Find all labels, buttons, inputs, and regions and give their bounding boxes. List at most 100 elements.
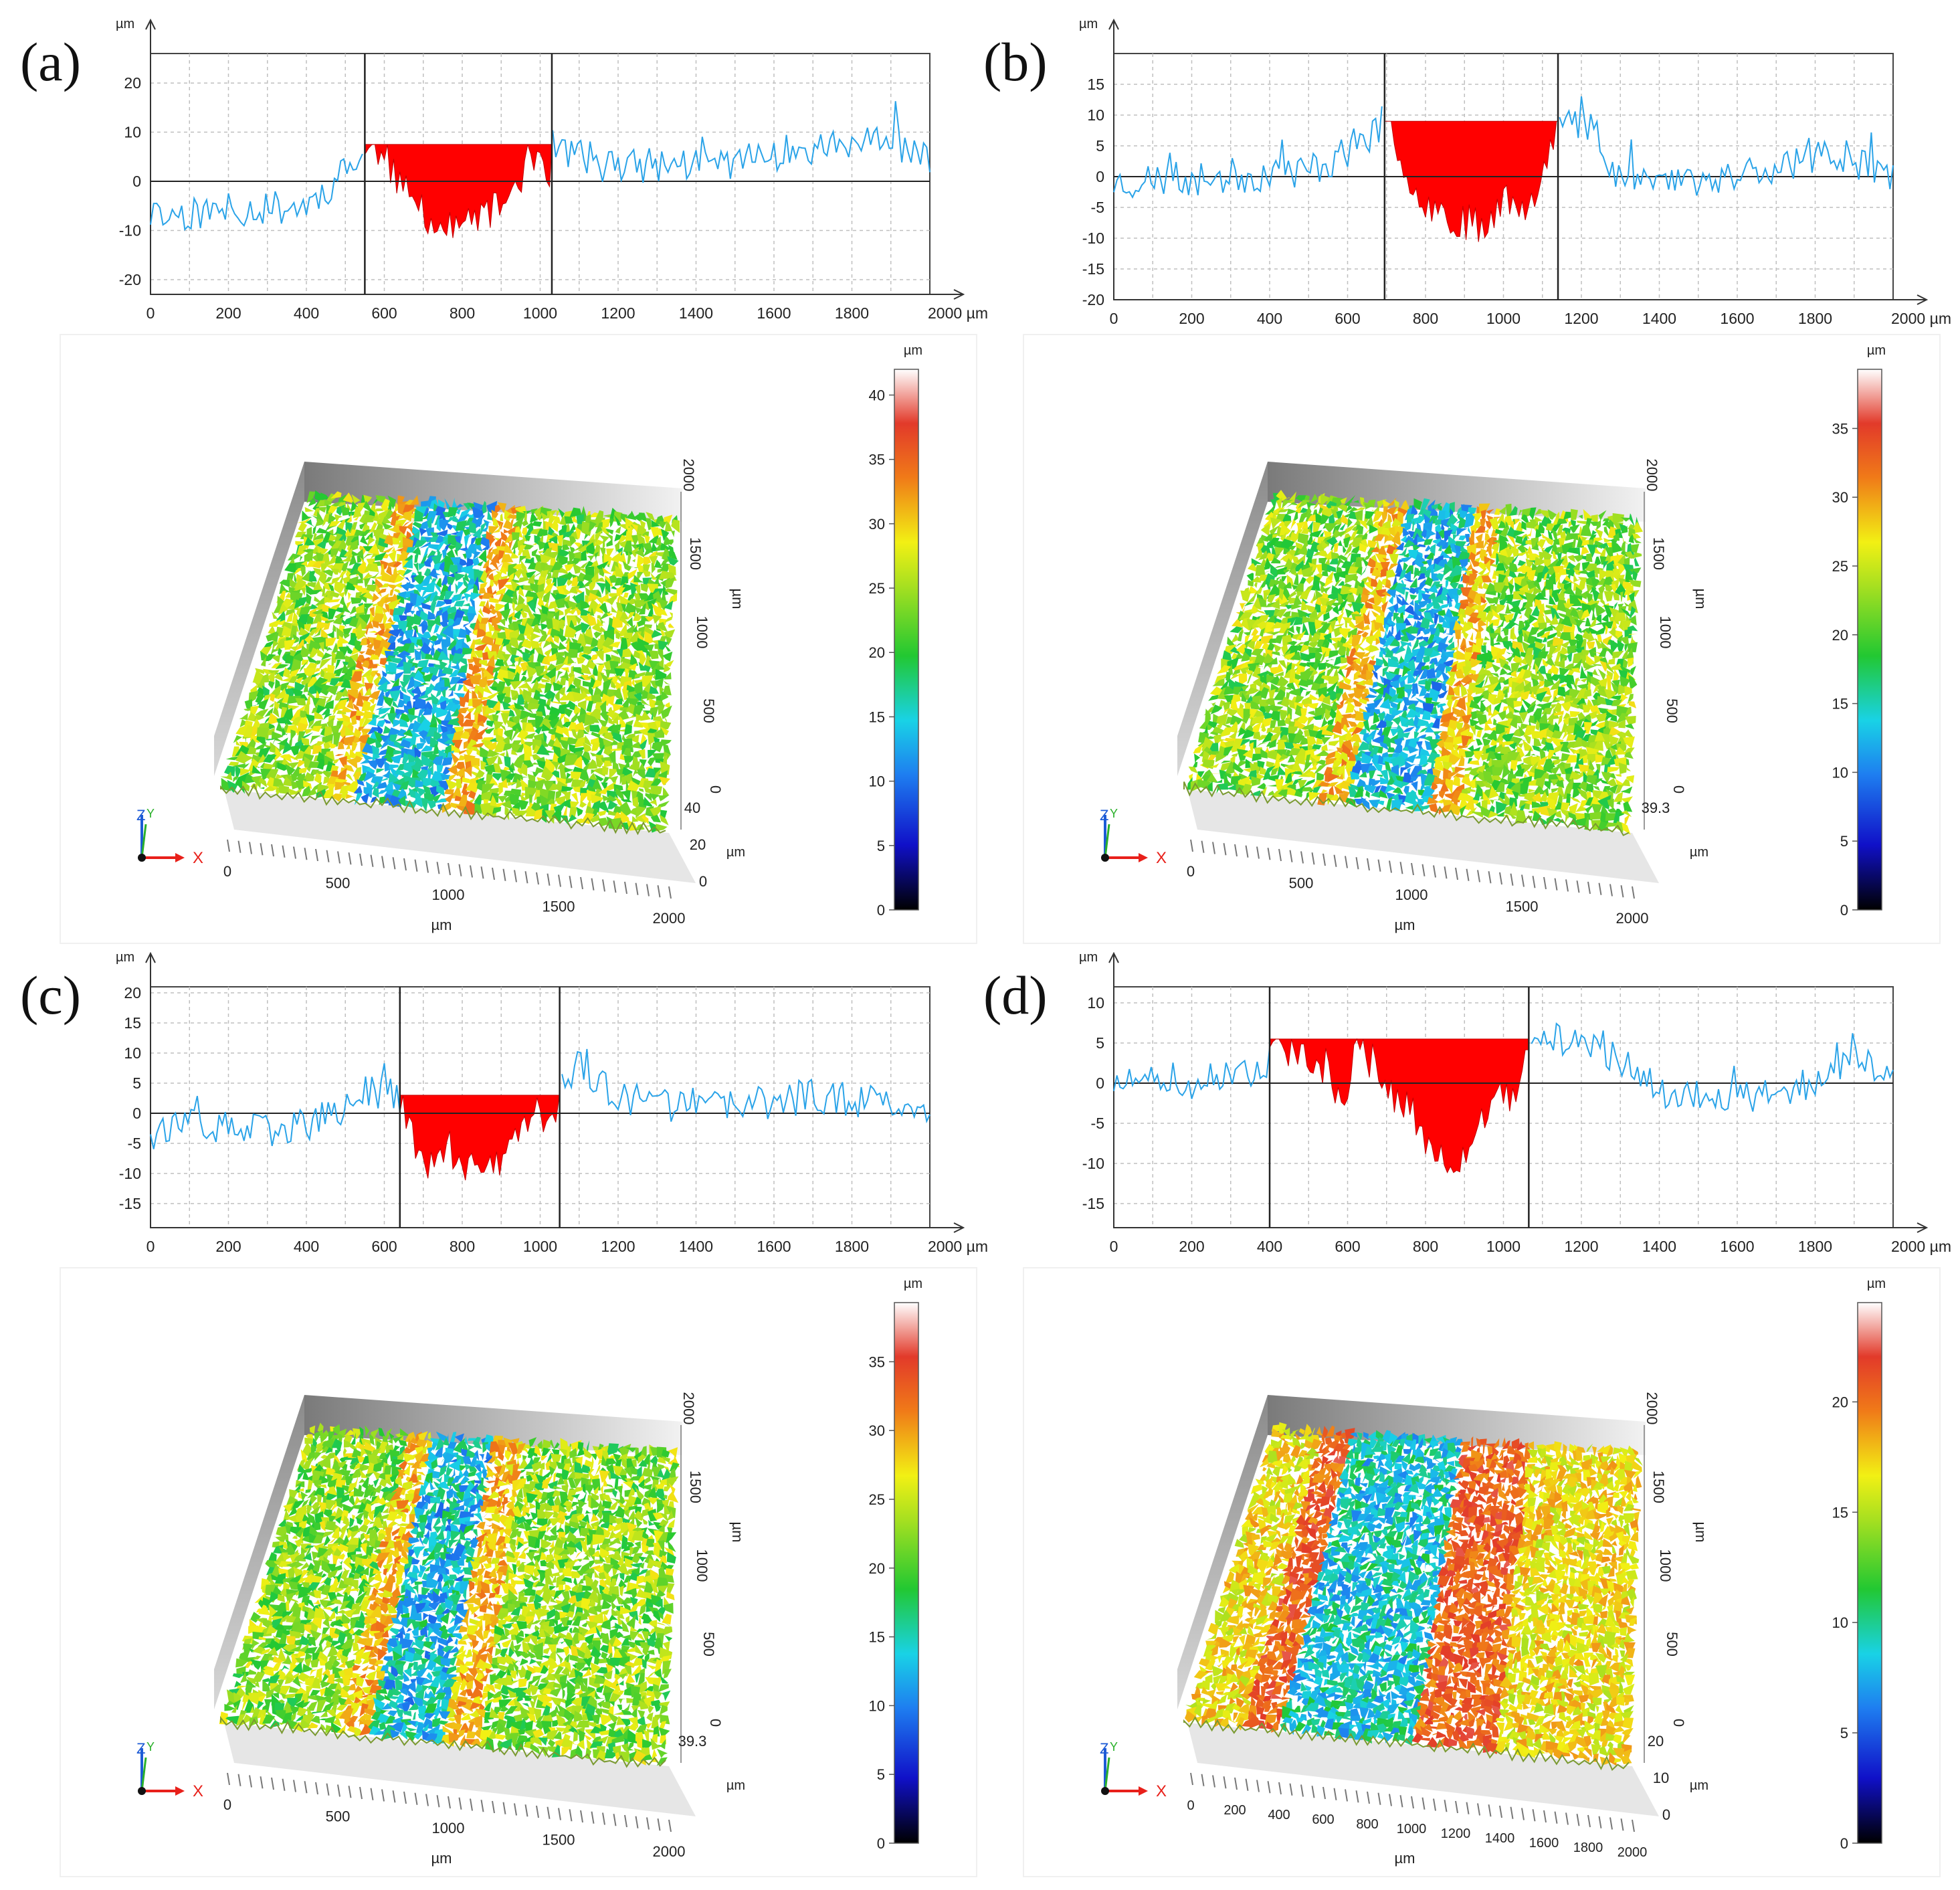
surface-cell — [498, 618, 506, 626]
surface-cell — [281, 626, 293, 637]
surface-cell — [581, 664, 592, 675]
surface-cell — [319, 658, 332, 670]
surface-cell — [621, 583, 632, 594]
surface-plot-1: 0500100015002000µm0500100015002000µm39.3… — [1023, 334, 1941, 944]
surface-cell — [370, 553, 379, 559]
surface-cell — [593, 631, 602, 639]
surface-cell — [329, 591, 340, 598]
surface-cell — [285, 592, 292, 598]
surface-cell — [477, 544, 490, 551]
surface-cell — [634, 546, 645, 558]
surface-cell — [459, 558, 468, 567]
surface-cell — [635, 650, 646, 658]
surface-cell — [627, 569, 638, 579]
surface-cell — [364, 577, 371, 589]
surface-cell — [651, 563, 656, 574]
surface-cell — [655, 668, 667, 680]
surface-cell — [530, 632, 541, 642]
surface-cell — [521, 669, 527, 676]
surface-cell — [442, 625, 455, 640]
surface-cell — [532, 613, 542, 624]
left-wall — [214, 462, 304, 776]
surface-cell — [496, 587, 506, 595]
surface-cell — [413, 626, 417, 640]
surface-cell — [555, 654, 566, 666]
surface-cell — [474, 650, 484, 658]
surface-cell — [609, 642, 621, 648]
surface-cell — [454, 573, 466, 581]
surface-cell — [414, 551, 419, 563]
surface-cell — [388, 573, 401, 583]
surface-cell — [573, 667, 585, 676]
surface-cell — [496, 650, 506, 662]
surface-cell — [663, 660, 674, 667]
surface-cell — [554, 636, 560, 644]
surface-cell — [419, 553, 428, 567]
surface-cell — [272, 640, 279, 652]
surface-cell — [668, 539, 674, 546]
surface-cell — [345, 581, 356, 591]
surface-cell — [536, 590, 546, 602]
surface-cell — [431, 595, 441, 604]
surface-cell — [304, 549, 314, 562]
surface-cell — [627, 551, 631, 565]
surface-cell — [524, 508, 527, 522]
surface-z-tick-label: 0 — [699, 873, 707, 890]
surface-cell — [503, 519, 512, 530]
surface-cell — [510, 517, 514, 530]
surface-cell — [363, 546, 375, 552]
surface-cell — [538, 634, 549, 643]
surface-cell — [593, 664, 599, 676]
surface-cell — [562, 586, 572, 595]
surface-cell — [482, 605, 492, 615]
surface-cell — [557, 577, 569, 589]
surface-cell — [584, 533, 589, 541]
surface-cell — [365, 624, 370, 636]
surface-cell — [478, 660, 488, 666]
surface-cell — [551, 518, 559, 533]
surface-cell — [394, 582, 402, 589]
surface-cell — [665, 636, 672, 646]
surface-cell — [443, 537, 450, 547]
surface-cell — [405, 516, 413, 529]
surface-cell — [453, 638, 465, 651]
surface-cell — [383, 553, 389, 559]
surface-cell — [437, 650, 450, 660]
surface-cell — [358, 651, 366, 654]
surface-cell — [397, 643, 412, 653]
surface-cell — [389, 657, 402, 664]
surface-cell — [595, 577, 605, 582]
surface-cell — [538, 641, 543, 648]
x-tick-label: 1000 — [1486, 310, 1521, 327]
surface-cell — [363, 591, 375, 601]
surface-cell — [615, 526, 621, 534]
surface-cell — [461, 595, 470, 600]
surface-cell — [369, 514, 380, 522]
surface-cell — [414, 648, 421, 660]
surface-cell — [511, 539, 520, 551]
surface-cell — [444, 590, 454, 601]
surface-cell — [518, 586, 524, 597]
surface-x-axis-label: µm — [431, 917, 452, 933]
surface-cell — [478, 623, 486, 634]
surface-cell — [404, 608, 408, 616]
groove-fill — [364, 144, 553, 238]
surface-cell — [597, 615, 602, 619]
surface-cell — [580, 561, 589, 569]
surface-cell — [439, 660, 448, 671]
surface-cell — [619, 595, 631, 605]
surface-cell — [355, 660, 365, 671]
surface-cell — [407, 621, 413, 633]
surface-cell — [487, 509, 493, 521]
surface-cell — [342, 492, 355, 504]
surface-cell — [595, 603, 604, 614]
colorbar-tick-label: 0 — [877, 902, 885, 919]
surface-cell — [613, 511, 623, 523]
surface-cell — [559, 677, 567, 686]
surface-cell — [375, 585, 382, 597]
surface-cell — [615, 630, 621, 640]
surface-cell — [521, 519, 528, 527]
surface-cell — [630, 582, 639, 597]
surface-cell — [633, 612, 642, 622]
surface-cell — [393, 502, 401, 515]
